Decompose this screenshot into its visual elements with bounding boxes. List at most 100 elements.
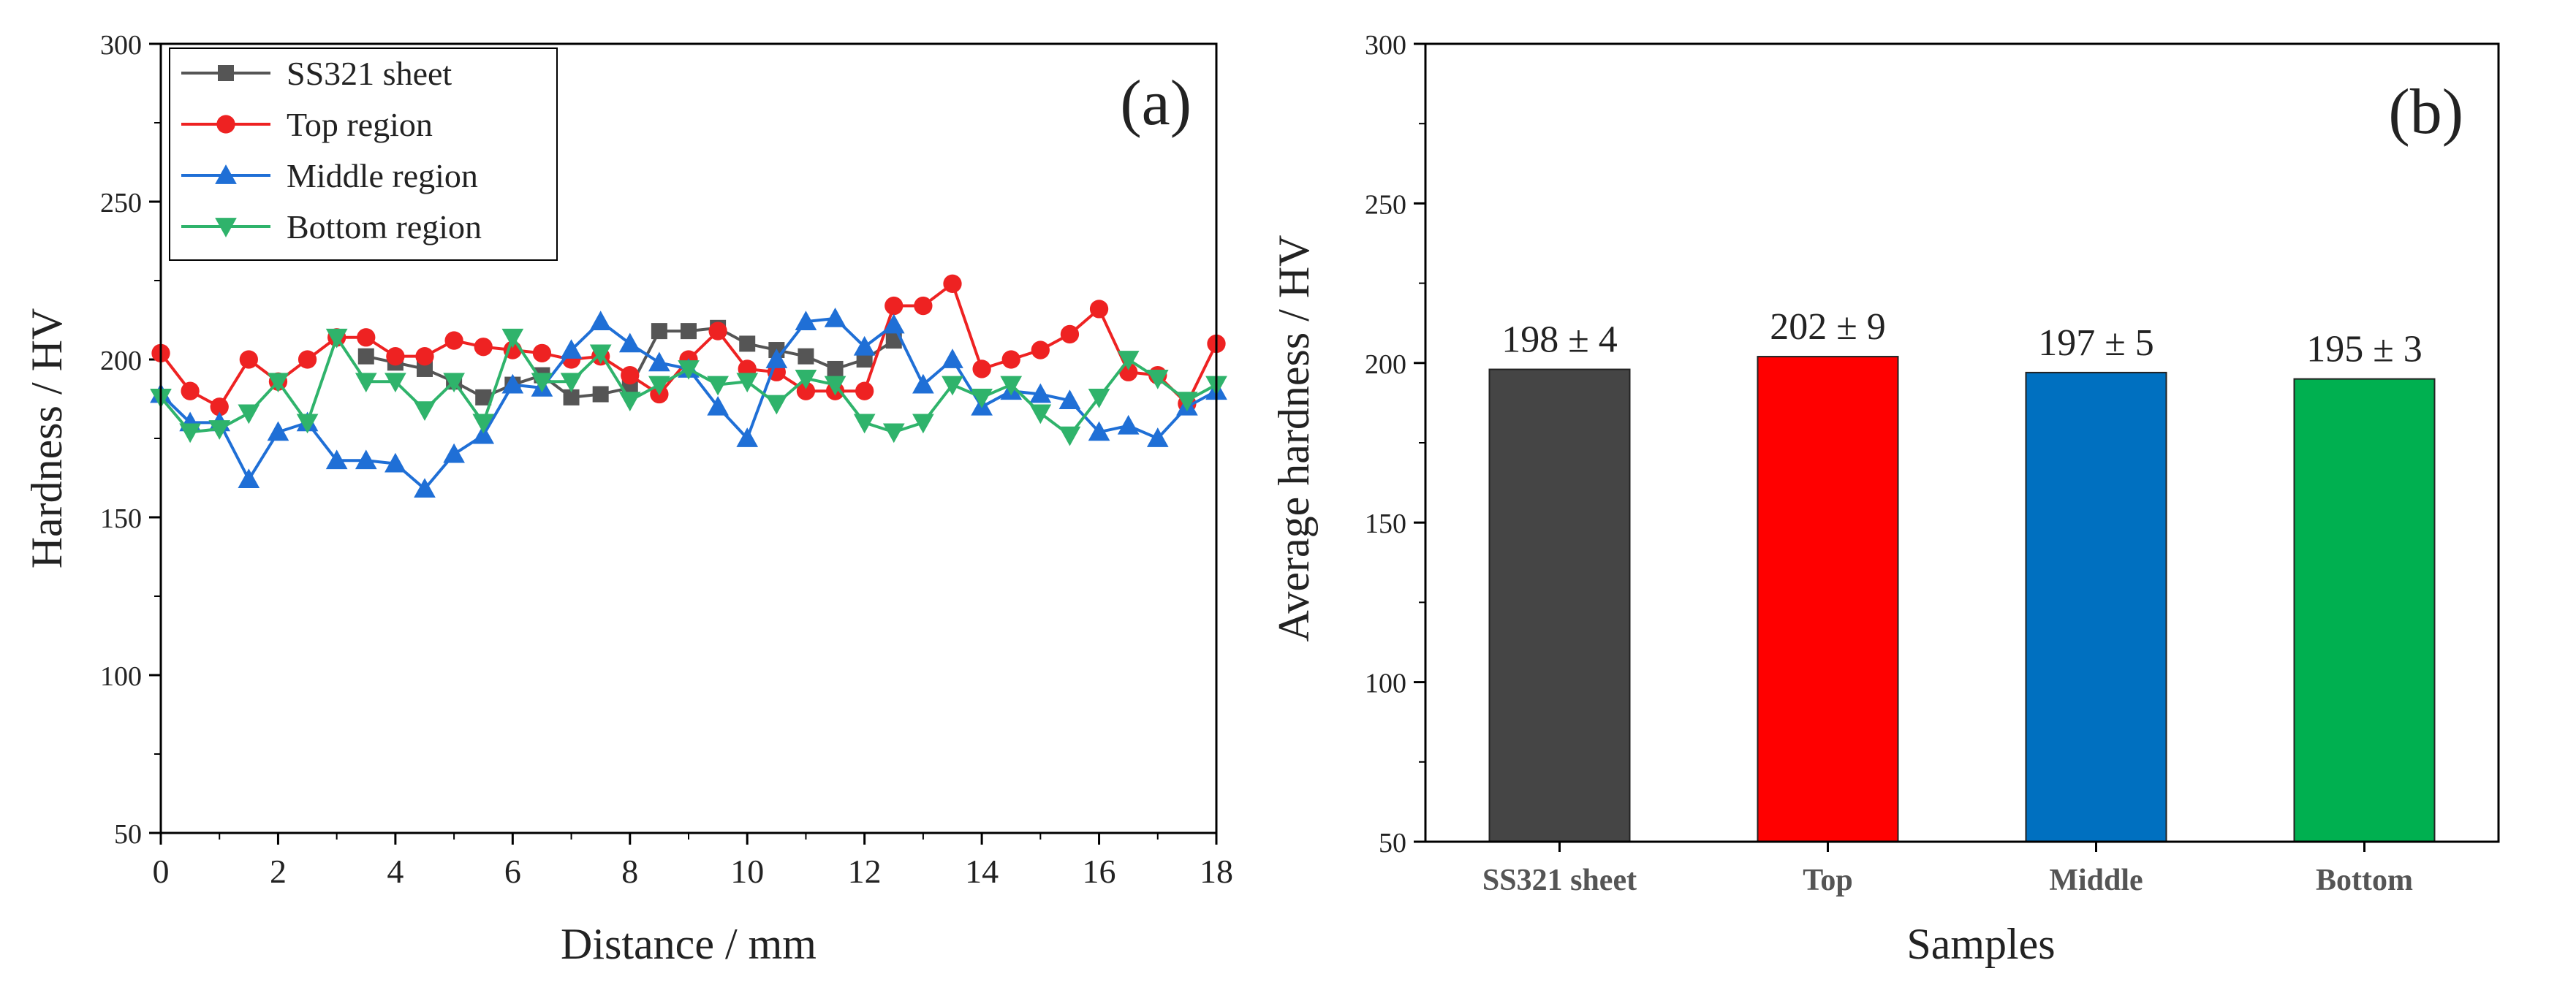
- y-tick-label-a: 200: [100, 346, 142, 376]
- data-point-1: [855, 381, 874, 400]
- data-point-2: [589, 311, 612, 331]
- data-point-3: [971, 388, 993, 408]
- x-tick-label-a: 4: [387, 853, 404, 890]
- y-axis-title-a: Hardness / HV: [23, 308, 71, 569]
- data-point-1: [239, 350, 258, 369]
- data-point-3: [795, 370, 817, 389]
- data-point-3: [267, 373, 289, 393]
- y-tick-label-b: 250: [1365, 189, 1406, 220]
- legend-marker-0: [218, 65, 234, 81]
- data-point-1: [357, 328, 376, 347]
- y-tick-label-b: 100: [1365, 669, 1406, 699]
- data-point-1: [708, 321, 727, 340]
- data-point-3: [589, 344, 612, 365]
- y-axis-title-b: Average hardness / HV: [1270, 235, 1318, 642]
- data-point-0: [563, 389, 580, 406]
- data-point-0: [827, 360, 844, 377]
- data-point-3: [355, 373, 377, 393]
- data-point-2: [443, 443, 465, 463]
- x-axis-title-a: Distance / mm: [561, 920, 817, 968]
- data-point-3: [648, 376, 670, 396]
- data-point-1: [914, 296, 933, 316]
- y-tick-label-a: 50: [114, 819, 142, 850]
- data-point-3: [1117, 351, 1140, 370]
- data-point-0: [417, 360, 433, 377]
- data-point-2: [1088, 421, 1110, 441]
- data-point-2: [618, 332, 641, 353]
- data-point-2: [736, 427, 759, 447]
- data-point-2: [882, 313, 905, 334]
- legend-label-2: Middle region: [287, 157, 478, 194]
- data-point-2: [1146, 427, 1169, 447]
- data-point-3: [325, 328, 348, 349]
- x-category-label-2: Middle: [2049, 864, 2143, 897]
- x-tick-label-a: 18: [1200, 853, 1233, 890]
- y-tick-label-b: 50: [1379, 828, 1406, 859]
- data-point-1: [884, 296, 904, 316]
- x-category-label-3: Bottom: [2316, 864, 2413, 897]
- y-tick-label-b: 300: [1365, 30, 1406, 61]
- data-point-2: [267, 421, 289, 441]
- data-point-3: [384, 373, 406, 393]
- panel-a: 0 2 4 6 8 10 12 14 16 18 50 100 150 200 250 300 Distanc…: [23, 30, 1233, 968]
- data-point-2: [501, 373, 524, 394]
- data-point-1: [386, 347, 405, 366]
- bar-1: [1757, 356, 1899, 842]
- data-point-3: [208, 420, 231, 440]
- data-point-3: [472, 414, 495, 434]
- data-point-1: [1089, 300, 1109, 319]
- data-point-3: [560, 373, 583, 393]
- data-point-0: [592, 386, 609, 403]
- data-point-3: [1058, 426, 1081, 446]
- panel-label-b: (b): [2388, 77, 2463, 148]
- data-point-0: [739, 335, 756, 352]
- data-point-0: [885, 332, 902, 349]
- bar-value-label-0: 198 ± 4: [1501, 319, 1618, 361]
- data-point-3: [1176, 392, 1198, 412]
- data-point-3: [1000, 376, 1023, 396]
- y-tick-label-a: 250: [100, 188, 142, 218]
- data-point-1: [415, 347, 434, 366]
- x-tick-label-a: 10: [730, 853, 764, 890]
- data-point-3: [678, 360, 700, 380]
- data-point-3: [853, 414, 876, 434]
- data-point-2: [912, 373, 934, 394]
- data-point-2: [1117, 414, 1140, 435]
- data-point-3: [1088, 388, 1110, 408]
- plot-frame-b: [1424, 42, 2500, 843]
- data-point-3: [882, 423, 905, 444]
- data-point-1: [532, 343, 552, 363]
- panel-label-a: (a): [1120, 68, 1192, 139]
- data-point-3: [179, 423, 201, 444]
- legend-label-3: Bottom region: [287, 208, 482, 246]
- legend-box: [169, 47, 558, 261]
- data-point-3: [1029, 404, 1052, 425]
- data-point-3: [765, 395, 788, 415]
- data-point-2: [414, 478, 436, 498]
- bar-3: [2293, 378, 2436, 842]
- x-tick-label-a: 16: [1083, 853, 1116, 890]
- data-point-3: [238, 404, 260, 425]
- y-tick-label-a: 150: [100, 503, 142, 534]
- bar-value-label-2: 197 ± 5: [2038, 322, 2154, 364]
- x-tick-label-a: 14: [965, 853, 999, 890]
- data-point-2: [942, 349, 963, 368]
- plot-frame-a: [159, 42, 1218, 834]
- data-point-1: [796, 381, 816, 400]
- data-point-3: [824, 376, 846, 396]
- data-point-3: [736, 373, 759, 393]
- bar-value-label-1: 202 ± 9: [1770, 306, 1886, 348]
- data-point-1: [1001, 350, 1020, 369]
- data-point-1: [972, 359, 991, 378]
- data-point-0: [475, 389, 492, 406]
- data-point-2: [765, 349, 788, 368]
- data-point-1: [943, 274, 962, 293]
- legend-label-0: SS321 sheet: [287, 55, 452, 92]
- y-tick-label-a: 300: [100, 30, 142, 61]
- data-point-2: [853, 335, 876, 356]
- y-tick-label-b: 200: [1365, 349, 1406, 380]
- data-point-2: [1058, 389, 1081, 410]
- data-point-1: [444, 331, 463, 350]
- y-tick-label-b: 150: [1365, 509, 1406, 539]
